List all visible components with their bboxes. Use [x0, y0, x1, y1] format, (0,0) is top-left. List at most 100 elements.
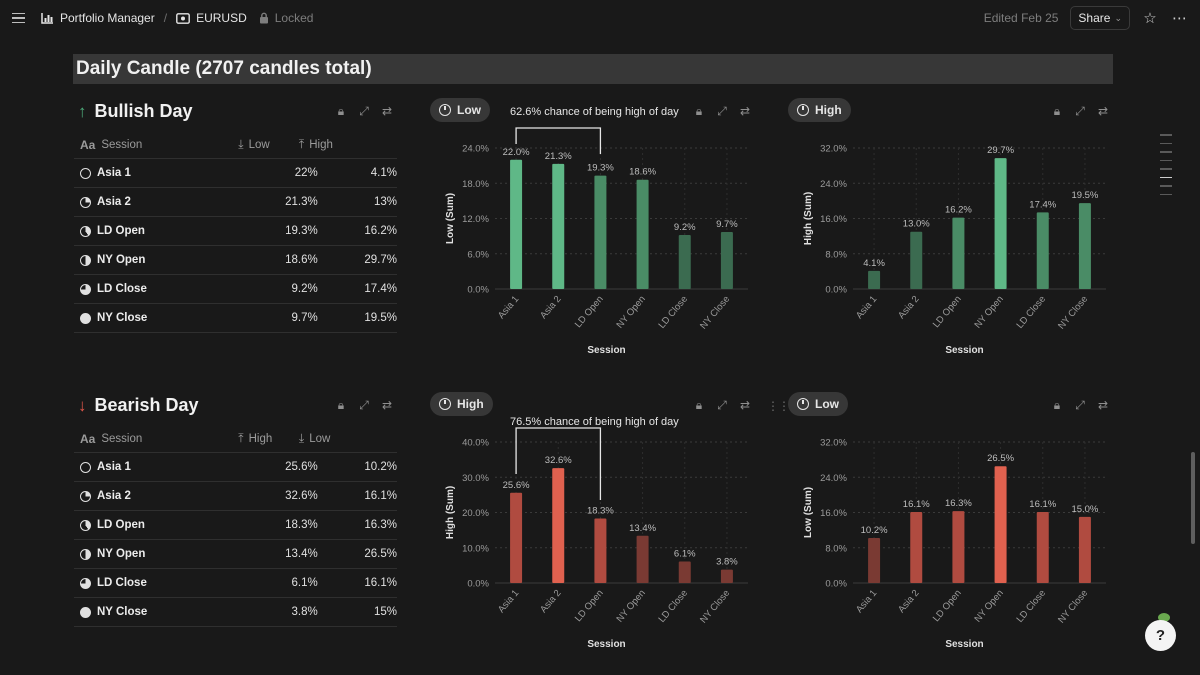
lock-icon[interactable]: 🔒︎ — [695, 104, 703, 118]
expand-icon[interactable]: ⤢ — [717, 104, 727, 118]
bar — [636, 535, 649, 583]
table-row[interactable]: LD Close 6.1% 16.1% — [74, 569, 397, 598]
session-name: LD Close — [97, 577, 147, 589]
bar — [952, 217, 965, 289]
circle-three-quarter-icon — [80, 577, 91, 589]
header-low[interactable]: ⤓ Low — [289, 431, 397, 446]
bear-high-chart: 0.0% 10.0% 20.0% 30.0% 40.0% 25.6% Asia 1 32.6%… — [445, 427, 748, 650]
table-row[interactable]: Asia 2 32.6% 16.1% — [74, 482, 397, 511]
table-header: Aa Session ⤓ Low ⤒ High — [74, 131, 397, 159]
breadcrumb-eurusd[interactable]: EURUSD — [173, 9, 250, 27]
help-button[interactable]: ? — [1145, 620, 1176, 651]
header-session[interactable]: Aa Session — [74, 138, 142, 152]
header-label: Session — [101, 432, 143, 445]
chart-view-low-pill[interactable]: Low — [788, 392, 848, 416]
y-tick-label: 6.0% — [467, 249, 489, 260]
high-value: 6.1% — [291, 577, 318, 589]
bar — [720, 569, 733, 583]
settings-sliders-icon[interactable]: ⇄ — [1097, 398, 1109, 412]
settings-sliders-icon[interactable]: ⇄ — [739, 398, 751, 412]
y-tick-label: 16.0% — [820, 214, 847, 225]
star-icon[interactable]: ☆ — [1143, 10, 1157, 27]
chart-view-low-pill[interactable]: Low — [430, 98, 490, 122]
y-tick-label: 30.0% — [462, 473, 489, 484]
settings-sliders-icon[interactable]: ⇄ — [381, 398, 393, 412]
session-name: LD Open — [97, 225, 145, 237]
header-session[interactable]: Aa Session — [74, 432, 142, 446]
data-label: 13.0% — [903, 219, 930, 230]
arrow-up-to-line-icon: ⤒ — [298, 137, 305, 151]
table-row[interactable]: LD Open 18.3% 16.3% — [74, 511, 397, 540]
lock-icon[interactable]: 🔒︎ — [1053, 398, 1061, 412]
drag-handle-icon[interactable]: ⋮⋮ — [767, 399, 790, 413]
expand-icon[interactable]: ⤢ — [359, 398, 369, 412]
lock-icon[interactable]: 🔒︎ — [1053, 104, 1061, 118]
x-tick-label: LD Close — [657, 588, 691, 625]
expand-icon[interactable]: ⤢ — [1075, 104, 1085, 118]
pill-label: Low — [457, 103, 481, 117]
table-row[interactable]: Asia 1 22% 4.1% — [74, 159, 397, 188]
clock-icon — [439, 104, 451, 116]
lock-icon[interactable]: 🔒︎ — [337, 104, 345, 118]
table-row[interactable]: NY Open 13.4% 26.5% — [74, 540, 397, 569]
x-axis-title: Session — [587, 639, 625, 650]
x-tick-label: LD Open — [931, 588, 964, 624]
x-tick-label: Asia 2 — [538, 588, 563, 615]
settings-sliders-icon[interactable]: ⇄ — [1097, 104, 1109, 118]
y-tick-label: 24.0% — [820, 179, 847, 190]
bearish-title-text: Bearish Day — [94, 395, 199, 415]
table-row[interactable]: Asia 1 25.6% 10.2% — [74, 453, 397, 482]
chart-annotation: 62.6% chance of being high of day — [510, 106, 679, 118]
low-value: 16.3% — [364, 519, 397, 531]
high-value: 29.7% — [364, 254, 397, 266]
leaf-icon — [1158, 613, 1170, 622]
table-row[interactable]: LD Close 9.2% 17.4% — [74, 275, 397, 304]
table-row[interactable]: Asia 2 21.3% 13% — [74, 188, 397, 217]
bearish-table-controls: 🔒︎ ⤢ ⇄ — [334, 398, 394, 413]
bull-low-chart: 0.0% 6.0% 12.0% 18.0% 24.0% 22.0% Asia 1 21.3% A… — [445, 127, 748, 356]
bar — [720, 232, 733, 289]
circle-half-icon — [80, 225, 91, 237]
locked-indicator[interactable]: Locked — [256, 9, 317, 27]
header-low[interactable]: ⤓ Low — [142, 137, 289, 152]
expand-icon[interactable]: ⤢ — [359, 104, 369, 118]
scrollbar-thumb[interactable] — [1191, 452, 1195, 544]
menu-icon[interactable] — [10, 9, 28, 27]
expand-icon[interactable]: ⤢ — [717, 398, 727, 412]
table-of-contents-rail[interactable] — [1160, 134, 1172, 195]
high-value: 17.4% — [364, 283, 397, 295]
annotation-bracket — [515, 427, 602, 500]
more-options-icon[interactable]: ⋯ — [1172, 10, 1188, 27]
chart-view-high-pill[interactable]: High — [788, 98, 851, 122]
table-row[interactable]: NY Close 3.8% 15% — [74, 598, 397, 627]
bear-low-chart: 0.0% 8.0% 16.0% 24.0% 32.0% 10.2% Asia 1 16.1% A… — [803, 438, 1106, 650]
y-tick-label: 18.0% — [462, 179, 489, 190]
low-value: 26.5% — [364, 548, 397, 560]
lock-icon[interactable]: 🔒︎ — [695, 398, 703, 412]
low-value: 16.1% — [364, 577, 397, 589]
header-high[interactable]: ⤒ High — [142, 431, 289, 446]
breadcrumb-portfolio-manager[interactable]: Portfolio Manager — [38, 9, 158, 27]
bar — [1078, 203, 1091, 289]
table-row[interactable]: NY Open 18.6% 29.7% — [74, 246, 397, 275]
session-name: NY Open — [97, 548, 146, 560]
settings-sliders-icon[interactable]: ⇄ — [739, 104, 751, 118]
header-high[interactable]: ⤒ High — [289, 137, 397, 152]
bar — [910, 512, 923, 583]
table-row[interactable]: LD Open 19.3% 16.2% — [74, 217, 397, 246]
settings-sliders-icon[interactable]: ⇄ — [381, 104, 393, 118]
low-value: 15% — [373, 606, 397, 618]
lock-icon[interactable]: 🔒︎ — [337, 398, 345, 412]
share-button[interactable]: Share ⌄ — [1070, 6, 1130, 30]
table-row[interactable]: NY Close 9.7% 19.5% — [74, 304, 397, 333]
low-value: 10.2% — [364, 461, 397, 473]
bullish-title-text: Bullish Day — [94, 101, 193, 121]
header-label: Session — [101, 138, 143, 151]
expand-icon[interactable]: ⤢ — [1075, 398, 1085, 412]
chart-view-high-pill[interactable]: High — [430, 392, 493, 416]
data-label: 3.8% — [716, 557, 738, 568]
data-label: 18.6% — [629, 167, 656, 178]
bullish-table: Aa Session ⤓ Low ⤒ High Asia 1 22% 4.1% Asia … — [74, 131, 397, 333]
y-tick-label: 24.0% — [462, 144, 489, 155]
page-heading-block: Daily Candle (2707 candles total) — [73, 54, 1113, 84]
